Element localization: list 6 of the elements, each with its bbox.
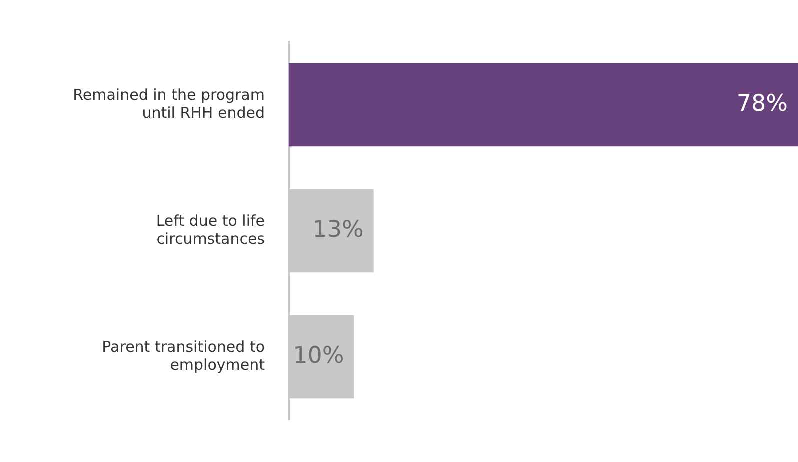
data-label: 13% [312, 216, 364, 243]
data-label: 10% [293, 342, 344, 369]
y-tick-label: Parent transitioned to employment [102, 338, 266, 374]
y-tick-label: Left due to life circumstances [156, 212, 266, 248]
data-label: 78% [736, 90, 788, 117]
y-tick-label: Remained in the program until RHH ended [73, 86, 265, 122]
